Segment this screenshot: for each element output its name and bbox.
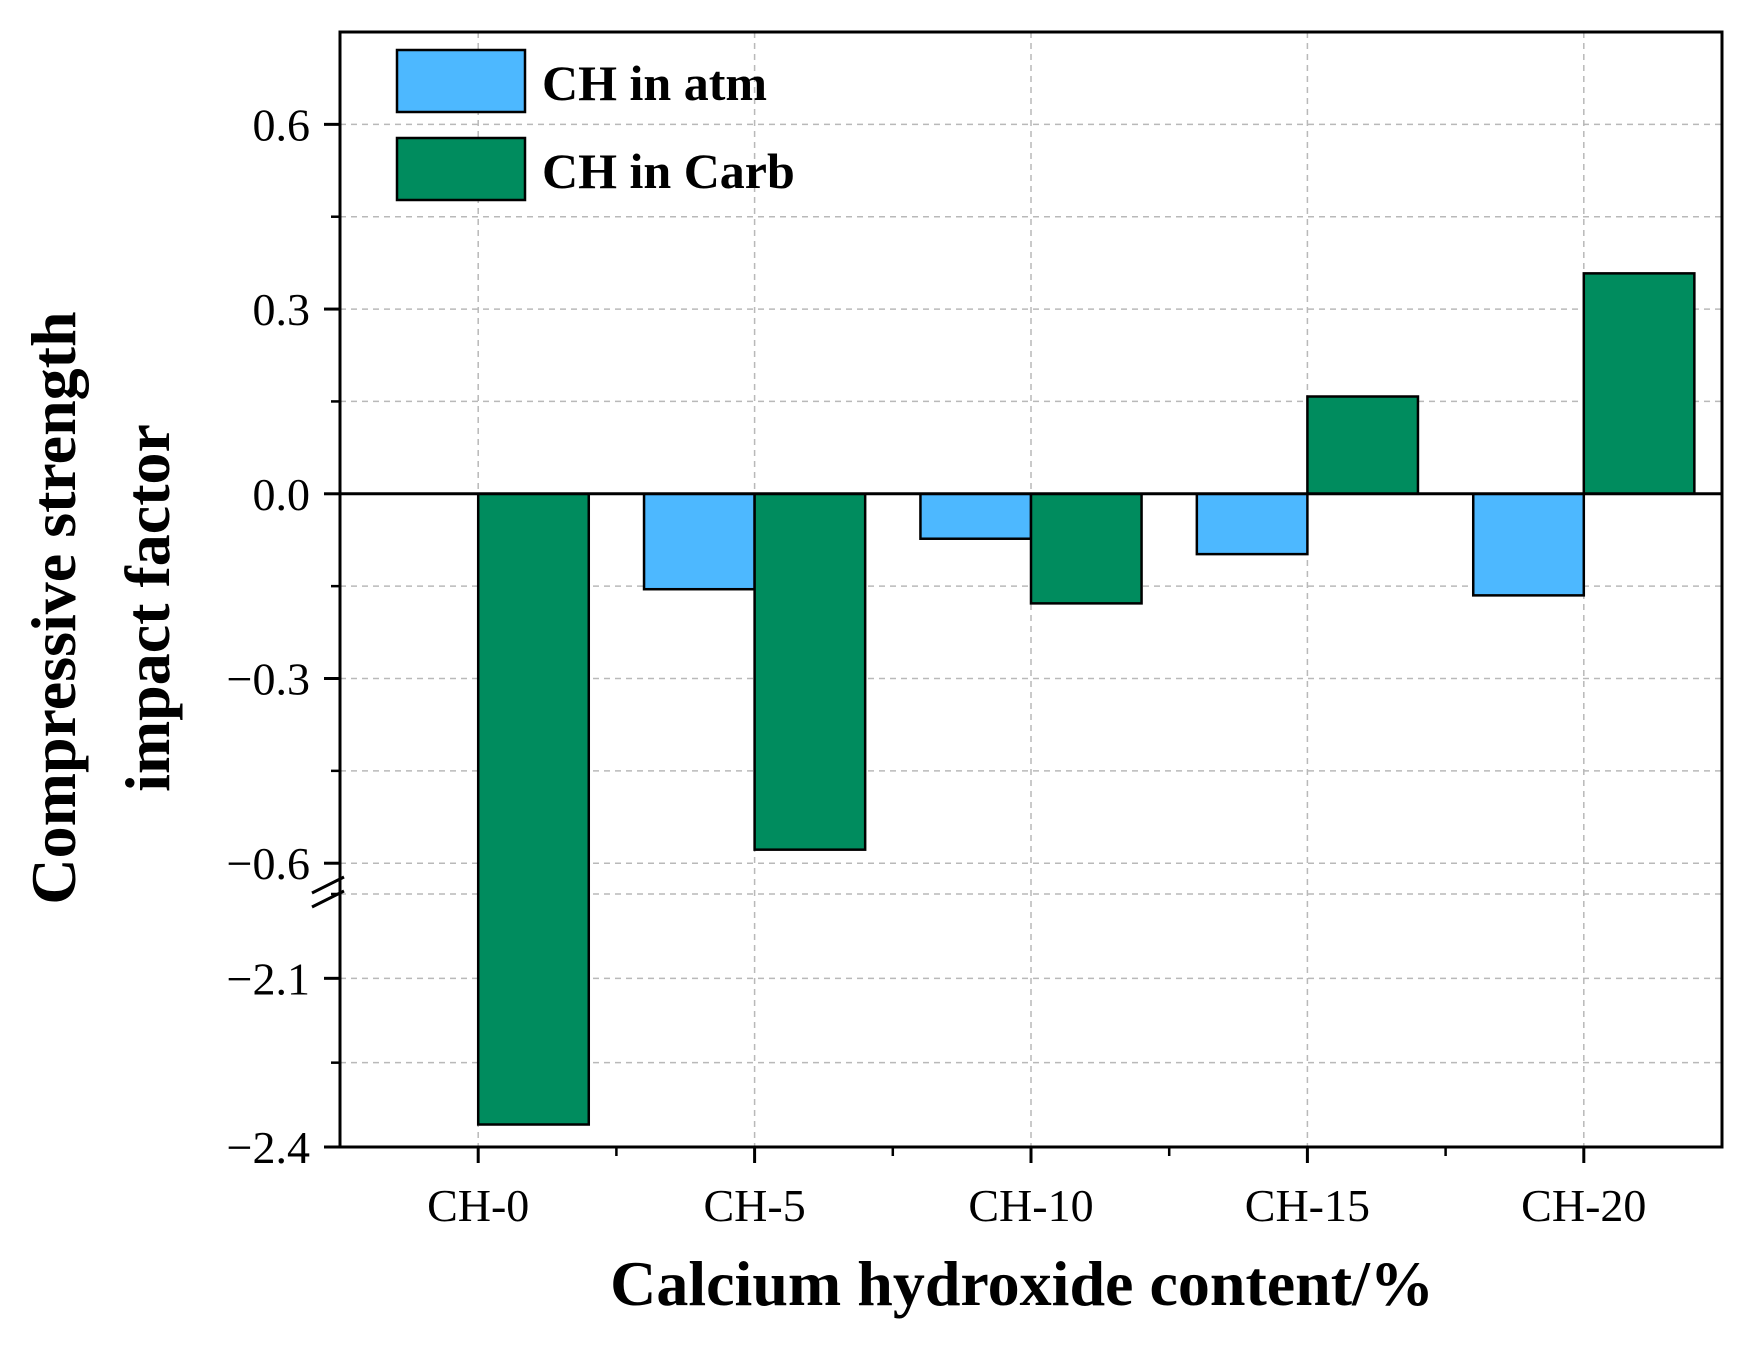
y-tick-label: −2.1 [227, 953, 310, 1004]
bar-ch-0-s1 [476, 492, 591, 1126]
y-tick-label: 0.0 [253, 469, 311, 520]
y-tick-label: −2.4 [227, 1122, 310, 1173]
y-axis-title-line-2: impact factor [112, 424, 183, 792]
bar-ch-5-s1 [753, 492, 867, 851]
axes [311, 122, 1586, 1163]
x-tick-label-ch-0: CH-0 [427, 1180, 529, 1231]
y-tick-label: −0.6 [227, 838, 310, 889]
legend-label-atm: CH in atm [542, 55, 767, 111]
x-tick-label-ch-20: CH-20 [1521, 1180, 1646, 1231]
legend-swatch-atm [395, 48, 527, 114]
y-axis-title-line-1: Compressive strength [18, 311, 89, 904]
y-axis-title: Compressive strength impact factor [18, 311, 183, 904]
legend-item-atm[interactable]: CH in atm [395, 48, 767, 114]
x-axis-title: Calcium hydroxide content/% [610, 1248, 1434, 1319]
bar-ch-15-s0 [1195, 492, 1309, 556]
legend-label-carb: CH in Carb [542, 143, 795, 199]
bar-ch-10-s1 [1029, 492, 1143, 605]
tick-labels: 0.6 0.3 0.0 −0.3 −0.6 −2.1 −2.4 CH-0 CH-5 CH-10 CH… [227, 99, 1647, 1231]
bar-ch-15-s1 [1306, 395, 1420, 496]
x-tick-label-ch-5: CH-5 [703, 1180, 805, 1231]
axis-break-mark [311, 889, 345, 909]
bar-ch-5-s0 [642, 492, 756, 591]
bar-ch-20-s0 [1471, 492, 1586, 597]
y-tick-label: 0.6 [253, 99, 311, 150]
legend-item-carb[interactable]: CH in Carb [395, 136, 795, 202]
x-tick-label-ch-10: CH-10 [968, 1180, 1093, 1231]
bar-ch-20-s1 [1582, 272, 1696, 496]
legend-swatch-carb [395, 136, 527, 202]
bar-ch-10-s0 [919, 492, 1033, 540]
y-tick-label: 0.3 [253, 284, 311, 335]
legend[interactable]: CH in atm CH in Carb [395, 48, 795, 202]
x-tick-label-ch-15: CH-15 [1245, 1180, 1370, 1231]
axis-break-mark [311, 875, 345, 895]
y-tick-label: −0.3 [227, 654, 310, 705]
